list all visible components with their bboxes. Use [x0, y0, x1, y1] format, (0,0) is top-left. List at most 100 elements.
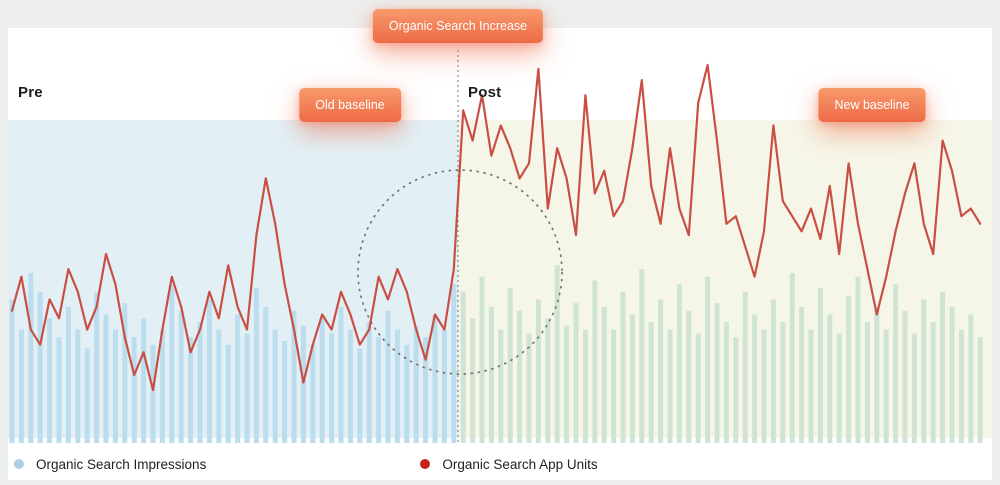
legend-label-impressions: Organic Search Impressions: [36, 456, 207, 472]
impressions-bar: [413, 325, 419, 443]
impressions-bar: [827, 314, 833, 443]
impressions-bar: [517, 310, 523, 443]
impressions-bar: [235, 314, 241, 443]
impressions-bar: [404, 344, 410, 443]
impressions-bar: [507, 288, 513, 443]
impressions-bar: [56, 337, 62, 443]
impressions-bar: [526, 333, 532, 443]
impressions-bar: [780, 322, 786, 443]
impressions-bar: [225, 344, 231, 443]
impressions-bar: [695, 333, 701, 443]
impressions-bar: [244, 333, 250, 443]
impressions-bar: [112, 329, 118, 443]
impressions-bar: [940, 291, 946, 443]
impressions-bar: [169, 284, 175, 443]
impressions-bar: [639, 269, 645, 443]
impressions-bar: [855, 276, 861, 443]
impressions-bar: [329, 333, 335, 443]
impressions-bar: [733, 337, 739, 443]
impressions-bar: [470, 318, 476, 443]
impressions-bar: [75, 329, 81, 443]
impressions-bar: [272, 329, 278, 443]
impressions-bar: [554, 265, 560, 443]
impressions-bar: [874, 306, 880, 443]
impressions-bar: [893, 284, 899, 443]
impressions-bar: [799, 306, 805, 443]
app-units-dot-icon: [420, 459, 431, 469]
impressions-bar: [94, 291, 100, 443]
impressions-bar: [958, 329, 964, 443]
impressions-bar: [347, 329, 353, 443]
impressions-bar: [770, 299, 776, 443]
impressions-bar: [376, 337, 382, 443]
impressions-bar: [206, 299, 212, 443]
impressions-bar: [479, 276, 485, 443]
impressions-bar: [338, 306, 344, 443]
impressions-bar: [65, 306, 71, 443]
impressions-bar: [742, 291, 748, 443]
impressions-bar: [178, 310, 184, 443]
impressions-bar: [498, 329, 504, 443]
impressions-bar: [141, 318, 147, 443]
impressions-bar: [629, 314, 635, 443]
impressions-bar: [930, 322, 936, 443]
impressions-bar: [582, 329, 588, 443]
impressions-bar: [911, 333, 917, 443]
impressions-bar: [366, 322, 372, 443]
impressions-bar: [667, 329, 673, 443]
impressions-bar: [761, 329, 767, 443]
impressions-bar: [723, 322, 729, 443]
legend-item-impressions: Organic Search Impressions: [14, 457, 206, 472]
impressions-bar: [817, 288, 823, 443]
impressions-bar: [921, 299, 927, 443]
impressions-dot-icon: [14, 459, 24, 469]
impressions-bar: [535, 299, 541, 443]
impressions-bar: [385, 310, 391, 443]
new-baseline-badge: New baseline: [818, 88, 926, 122]
impressions-bar: [460, 291, 466, 443]
impressions-bar: [84, 348, 90, 443]
transition-focus-circle: [357, 169, 563, 375]
impressions-bar: [620, 291, 626, 443]
impressions-bar: [28, 272, 34, 443]
impressions-bar: [648, 322, 654, 443]
old-baseline-badge: Old baseline: [299, 88, 401, 122]
impressions-bar: [686, 310, 692, 443]
impressions-bar: [131, 337, 137, 443]
impressions-bar: [47, 318, 53, 443]
impressions-bar: [564, 325, 570, 443]
impressions-bar: [676, 284, 682, 443]
impressions-bar: [197, 322, 203, 443]
impressions-bar: [968, 314, 974, 443]
chart-legend: Organic Search Impressions Organic Searc…: [14, 453, 598, 475]
impressions-bar: [902, 310, 908, 443]
impressions-bar: [545, 318, 551, 443]
impressions-bar: [977, 337, 983, 443]
impressions-bar: [263, 306, 269, 443]
impressions-bar: [883, 329, 889, 443]
impressions-bar: [752, 314, 758, 443]
impressions-bar: [282, 340, 288, 443]
impressions-bar: [394, 329, 400, 443]
impressions-bar: [423, 337, 429, 443]
impressions-bar: [103, 314, 109, 443]
impressions-bar: [658, 299, 664, 443]
impressions-bar: [714, 303, 720, 443]
impressions-bar: [949, 306, 955, 443]
impressions-bar: [150, 344, 156, 443]
impressions-bar: [357, 348, 363, 443]
impressions-bar: [18, 329, 24, 443]
impressions-bar: [122, 303, 128, 443]
impressions-bar: [432, 314, 438, 443]
legend-item-app-units: Organic Search App Units: [420, 457, 598, 472]
impressions-bar: [9, 299, 15, 443]
impressions-bar: [319, 318, 325, 443]
impressions-bar: [216, 329, 222, 443]
impressions-bar: [592, 280, 598, 443]
impressions-bar: [808, 329, 814, 443]
impressions-bar: [451, 284, 457, 443]
impressions-bar: [300, 325, 306, 443]
impressions-bar: [846, 295, 852, 443]
